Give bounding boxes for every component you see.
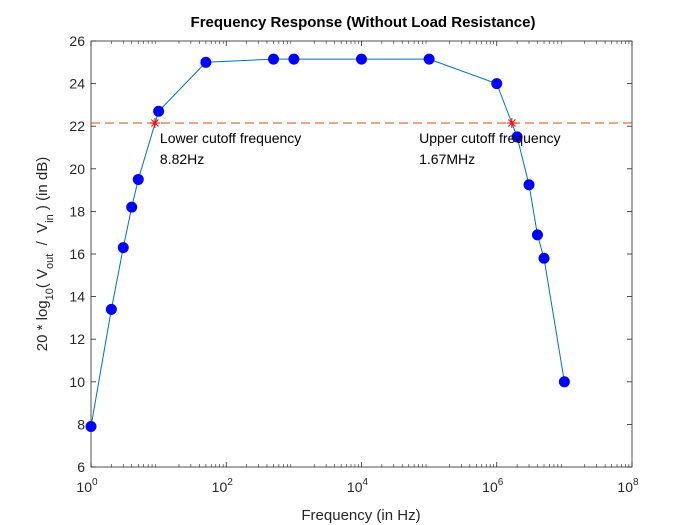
- x-tick-label-base: 10: [212, 479, 228, 495]
- data-point: [85, 421, 97, 433]
- star-stroke: [507, 119, 516, 127]
- plot-area: [90, 40, 633, 468]
- y-tick-label: 14: [69, 289, 85, 305]
- y-tick-label: 20: [69, 161, 85, 177]
- data-point: [523, 179, 535, 191]
- cutoff-star-marker: [506, 118, 517, 129]
- annotation-value: 1.67MHz: [419, 151, 475, 167]
- x-tick-label-exp: 8: [633, 477, 639, 488]
- annotations-group: Lower cutoff frequency 8.82Hz Upper cutoff…: [160, 130, 561, 167]
- y-tick-label: 8: [77, 416, 85, 432]
- y-axis-label: 20 * log10( Vout / Vin ) (in dB): [34, 157, 56, 352]
- data-point: [288, 53, 300, 65]
- x-tick-label: 106: [482, 477, 504, 495]
- y-tick-label: 16: [69, 246, 85, 262]
- annotation-value: 8.82Hz: [160, 151, 204, 167]
- y-axis-label-suffix: ) (in dB): [34, 157, 51, 215]
- y-axis-label-den-sub: in: [44, 214, 56, 223]
- cutoff-star-marker: [149, 118, 160, 129]
- y-tick-label: 26: [69, 33, 85, 49]
- y-tick-label: 18: [69, 203, 85, 219]
- y-tick-label: 10: [69, 374, 85, 390]
- x-tick-label-base: 10: [482, 479, 498, 495]
- y-axis-label-num-sub: out: [44, 254, 56, 269]
- x-tick-label-base: 10: [617, 479, 633, 495]
- x-tick-label-exp: 2: [227, 477, 233, 488]
- annotation-label: Upper cutoff frequency: [419, 130, 560, 146]
- cutoff-markers-group: [149, 118, 517, 129]
- series-group: [85, 53, 570, 433]
- y-tick-label: 24: [69, 76, 85, 92]
- data-point: [126, 201, 138, 213]
- data-point: [558, 376, 570, 388]
- data-point: [511, 131, 523, 143]
- y-axis-label-log-sub: 10: [44, 288, 56, 300]
- data-point: [200, 56, 212, 68]
- x-tick-label: 100: [76, 477, 98, 495]
- x-tick-label: 108: [617, 477, 639, 495]
- x-tick-label-base: 10: [347, 479, 363, 495]
- data-point: [491, 78, 503, 90]
- x-tick-label-exp: 6: [498, 477, 504, 488]
- data-point: [268, 53, 280, 65]
- annotation-label: Lower cutoff frequency: [160, 130, 301, 146]
- y-tick-label: 22: [69, 118, 85, 134]
- data-point: [153, 105, 165, 117]
- x-tick-label-exp: 0: [92, 477, 98, 488]
- data-point: [105, 303, 117, 315]
- star-stroke: [151, 119, 159, 127]
- y-tick-label: 6: [77, 459, 85, 475]
- y-axis-label-slash: / V: [34, 223, 51, 254]
- x-tick-label: 102: [212, 477, 234, 495]
- data-point: [538, 252, 550, 264]
- data-point: [132, 173, 144, 185]
- y-axis-label-prefix: 20 * log: [34, 300, 51, 351]
- y-tick-label: 12: [69, 331, 85, 347]
- x-tick-label-exp: 4: [363, 477, 369, 488]
- data-point: [531, 229, 543, 241]
- x-tick-label-base: 10: [76, 479, 92, 495]
- chart-title: Frequency Response (Without Load Resista…: [191, 14, 536, 31]
- y-axis-label-open: ( V: [34, 269, 51, 288]
- x-tick-label: 104: [347, 477, 369, 495]
- x-axis-label: Frequency (in Hz): [301, 507, 420, 524]
- data-point: [423, 53, 435, 65]
- data-point: [117, 242, 129, 254]
- data-point: [356, 53, 367, 65]
